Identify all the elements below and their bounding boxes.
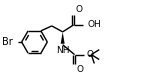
Text: OH: OH bbox=[87, 20, 101, 29]
Text: NH: NH bbox=[56, 46, 69, 55]
Text: Br: Br bbox=[2, 37, 13, 47]
Text: O: O bbox=[75, 5, 82, 14]
Text: O: O bbox=[86, 50, 93, 59]
Text: O: O bbox=[77, 65, 83, 75]
Polygon shape bbox=[61, 32, 65, 44]
